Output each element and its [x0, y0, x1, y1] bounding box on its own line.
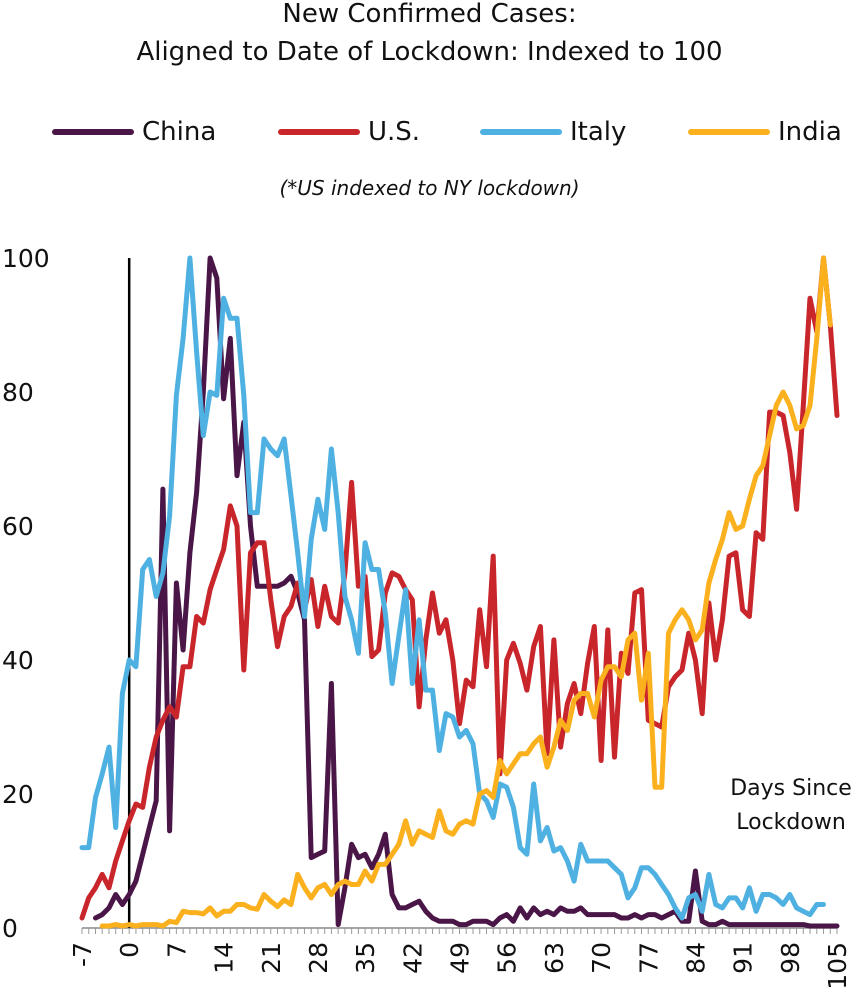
chart-subtitle: Aligned to Date of Lockdown: Indexed to …: [136, 37, 723, 67]
chart-note: (*US indexed to NY lockdown): [279, 176, 580, 200]
y-tick-label: 40: [2, 646, 34, 675]
chart-title: New Confirmed Cases:: [282, 0, 577, 29]
x-tick-label: 35: [351, 942, 380, 974]
legend-label-india: India: [778, 117, 842, 147]
x-tick-label: -7: [68, 942, 97, 967]
x-tick-label: 7: [162, 942, 191, 958]
legend-item-china: China: [52, 112, 216, 152]
x-tick-label: 70: [587, 942, 616, 974]
x-tick-label: 56: [493, 942, 522, 974]
x-tick-label: 84: [681, 942, 710, 974]
x-tick-label: 42: [398, 942, 427, 974]
legend-item-us: U.S.: [278, 112, 420, 152]
legend-item-india: India: [688, 112, 842, 152]
y-tick-label: 100: [2, 244, 50, 273]
legend-swatch-india: [688, 129, 770, 135]
x-tick-label: 49: [446, 942, 475, 974]
y-tick-label: 0: [2, 914, 18, 943]
legend-label-italy: Italy: [570, 117, 627, 147]
series-line-italy: [79, 255, 826, 921]
series-line-india: [99, 255, 833, 929]
x-tick-label: 105: [823, 942, 852, 990]
x-tick-label: 63: [540, 942, 569, 974]
x-tick-label: 21: [257, 942, 286, 974]
y-tick-label: 20: [2, 780, 34, 809]
x-tick-label: 0: [115, 942, 144, 958]
x-tick-label: 77: [634, 942, 663, 974]
legend-label-us: U.S.: [368, 117, 421, 147]
legend: China U.S. Italy India: [0, 112, 859, 152]
legend-swatch-italy: [480, 129, 562, 135]
legend-swatch-us: [278, 129, 360, 135]
annotation-text: Days Since: [730, 776, 852, 801]
x-tick-label: 98: [776, 942, 805, 974]
x-tick-label: 28: [304, 942, 333, 974]
series-line-us: [79, 255, 840, 921]
y-tick-label: 80: [2, 378, 34, 407]
legend-label-china: China: [142, 117, 217, 147]
x-tick-label: 91: [729, 942, 758, 974]
annotation-text: Lockdown: [736, 810, 846, 835]
legend-item-italy: Italy: [480, 112, 626, 152]
x-tick-label: 14: [210, 942, 239, 974]
y-tick-label: 60: [2, 512, 34, 541]
legend-swatch-china: [52, 129, 134, 135]
series-line-china: [93, 255, 840, 929]
